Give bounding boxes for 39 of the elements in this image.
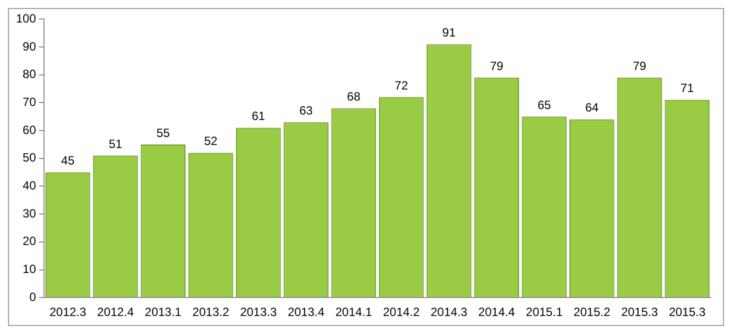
y-tick-label: 20	[22, 234, 36, 248]
x-tick-label: 2014.1	[335, 305, 372, 320]
x-tick-label: 2015.1	[526, 305, 563, 320]
data-label: 79	[632, 58, 647, 73]
y-tick-label: 0	[29, 290, 36, 304]
data-label: 71	[680, 81, 694, 96]
x-tick-label: 2014.2	[382, 305, 420, 320]
x-tick-label: 2014.3	[430, 305, 468, 320]
data-label: 52	[204, 134, 218, 148]
x-tick-label: 2014.4	[478, 305, 516, 320]
data-label: 61	[252, 109, 266, 124]
data-label: 91	[442, 26, 456, 40]
y-tick-label: 10	[22, 262, 36, 276]
data-label: 72	[394, 78, 408, 92]
x-tick-label: 2013.2	[192, 305, 230, 320]
data-label: 68	[347, 90, 361, 104]
x-tick-label: 2012.3	[49, 305, 87, 320]
y-tick-label: 40	[22, 178, 36, 193]
data-label: 55	[156, 126, 170, 140]
x-tick-label: 2012.4	[97, 305, 134, 320]
x-tick-label: 2015.2	[574, 305, 611, 320]
y-tick-label: 100	[16, 12, 36, 26]
x-tick-label: 2013.3	[240, 305, 278, 320]
y-tick-label: 30	[22, 206, 36, 220]
y-tick-label: 60	[22, 122, 36, 137]
data-label: 79	[490, 58, 504, 73]
x-tick-label: 2015.3	[668, 305, 706, 320]
y-tick-label: 70	[22, 95, 36, 110]
y-tick-label: 90	[22, 39, 36, 54]
data-label: 45	[61, 154, 75, 168]
data-label: 51	[108, 136, 122, 151]
data-label: 63	[299, 104, 314, 118]
x-tick-label: 2015.3	[621, 305, 658, 320]
data-label: 65	[538, 98, 552, 112]
y-tick-label: 80	[22, 67, 36, 82]
x-tick-label: 2013.1	[144, 305, 182, 320]
data-label: 64	[585, 100, 599, 115]
y-tick-label: 50	[22, 150, 36, 165]
x-tick-label: 2013.4	[288, 305, 325, 320]
